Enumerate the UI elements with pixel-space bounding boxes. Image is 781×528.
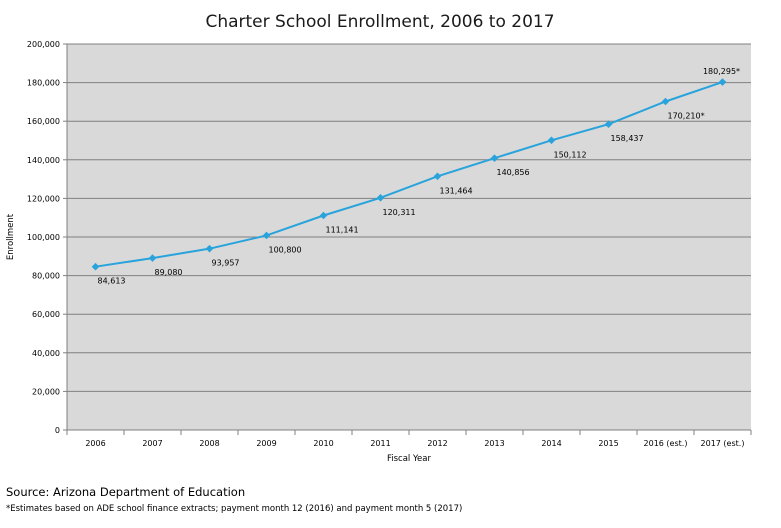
data-point	[547, 136, 556, 145]
series-line	[95, 81, 723, 268]
data-label: 84,613	[98, 277, 126, 286]
x-tick-label: 2008	[199, 439, 219, 448]
data-label: 111,141	[326, 225, 359, 234]
data-point	[718, 78, 727, 86]
data-label: 120,311	[383, 208, 416, 217]
x-tick-label: 2012	[427, 439, 447, 448]
y-tick-label: 180,000	[27, 79, 60, 88]
x-tick-label: 2009	[256, 439, 276, 448]
data-point	[490, 154, 499, 162]
y-tick-label: 80,000	[32, 272, 60, 281]
x-axis-label: Fiscal Year	[387, 454, 432, 464]
enrollment-series: 84,613 89,080 93,957 100,800 111,141 120,311 1…	[91, 67, 740, 286]
data-point	[319, 211, 328, 220]
x-tick-label: 2016 (est.)	[644, 439, 688, 448]
x-tick-label: 2011	[370, 439, 390, 448]
estimate-footnote: *Estimates based on ADE school finance e…	[6, 504, 463, 514]
y-tick-label: 160,000	[27, 117, 60, 126]
x-tick-label: 2010	[313, 439, 333, 448]
y-tick-label: 120,000	[27, 194, 60, 203]
enrollment-line-chart: Charter School Enrollment, 2006 to 2017 …	[6, 12, 752, 464]
x-tick-label: 2015	[598, 439, 618, 448]
data-point	[433, 172, 442, 181]
x-tick-label: 2013	[484, 439, 504, 448]
data-label: 131,464	[440, 186, 473, 195]
data-point	[91, 262, 100, 271]
x-tick-label: 2017 (est.)	[701, 439, 745, 448]
chart-title: Charter School Enrollment, 2006 to 2017	[205, 12, 554, 32]
y-tick-label: 200,000	[27, 40, 60, 49]
x-axis-dividers	[66, 430, 752, 435]
data-point	[148, 254, 157, 262]
data-label: 89,080	[155, 268, 183, 277]
gridlines	[67, 43, 751, 392]
y-axis-label: Enrollment	[6, 213, 16, 260]
x-tick-label: 2014	[541, 439, 561, 448]
data-point	[604, 120, 613, 129]
data-point	[262, 231, 271, 240]
data-point	[376, 193, 385, 202]
data-label: 100,800	[269, 245, 302, 254]
x-tick-label: 2007	[142, 439, 162, 448]
data-label: 158,437	[611, 134, 644, 143]
y-tick-label: 60,000	[32, 310, 60, 319]
y-tick-label: 140,000	[27, 156, 60, 165]
data-label: 140,856	[497, 168, 530, 177]
source-note: Source: Arizona Department of Education	[6, 485, 246, 499]
x-tick-label: 2006	[85, 439, 105, 448]
y-tick-label: 100,000	[27, 233, 60, 242]
data-label: 180,295*	[703, 67, 740, 76]
data-label: 170,210*	[668, 111, 705, 120]
y-tick-label: 40,000	[32, 349, 60, 358]
data-label: 150,112	[554, 150, 587, 159]
data-label: 93,957	[212, 259, 240, 268]
y-axis-ticks: 0 20,000 40,000 60,000 80,000 100,000 120,000 1…	[27, 40, 67, 435]
data-point	[205, 244, 214, 253]
y-tick-label: 0	[55, 426, 60, 435]
x-axis-ticks: 2006 2007 2008 2009 2010 2011 2012 2013 2014 2015…	[85, 439, 744, 448]
y-tick-label: 20,000	[32, 387, 60, 396]
data-point	[661, 97, 670, 106]
